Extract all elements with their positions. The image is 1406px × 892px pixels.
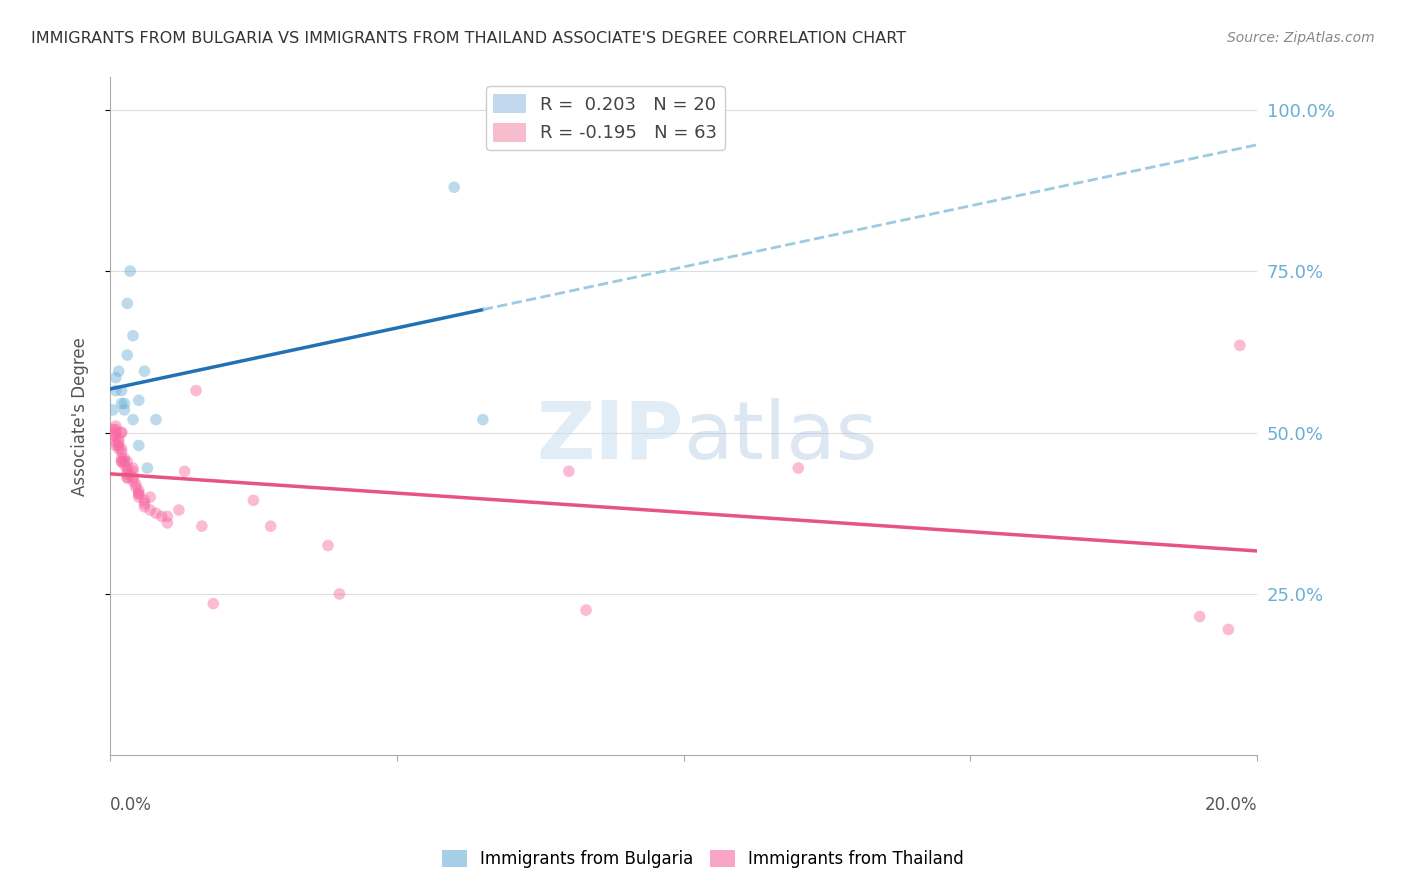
Point [117,471,139,485]
Point [316,539,339,553]
Point [120,467,142,482]
Point [122,471,145,485]
Point [112,403,135,417]
Point [125,477,148,491]
Point [104,435,127,450]
Point [104,438,127,452]
Point [136,461,159,475]
Point [122,412,145,426]
Point [202,597,225,611]
Point [110,396,132,410]
Point [156,509,179,524]
Point [112,451,135,466]
Point [558,464,581,478]
Point [1218,623,1240,637]
Point [104,384,127,398]
Point [471,412,494,426]
Point [122,464,145,478]
Point [139,490,162,504]
Point [117,348,139,362]
Point [117,296,139,310]
Point [110,425,132,440]
Point [134,493,156,508]
Point [104,370,127,384]
Text: Source: ZipAtlas.com: Source: ZipAtlas.com [1227,31,1375,45]
Point [167,503,190,517]
Point [575,603,598,617]
Point [107,364,129,378]
Point [117,471,139,485]
Point [117,454,139,468]
Point [328,587,350,601]
Point [122,461,145,475]
Point [112,458,135,472]
Point [128,490,150,504]
Text: IMMIGRANTS FROM BULGARIA VS IMMIGRANTS FROM THAILAND ASSOCIATE'S DEGREE CORRELAT: IMMIGRANTS FROM BULGARIA VS IMMIGRANTS F… [31,31,905,46]
Text: ZIP: ZIP [536,398,683,475]
Point [110,445,132,459]
Point [128,483,150,498]
Point [112,454,135,468]
Point [134,364,156,378]
Point [110,454,132,468]
Text: 20.0%: 20.0% [1205,796,1257,814]
Point [128,487,150,501]
Point [107,432,129,446]
Point [101,403,124,417]
Y-axis label: Associate's Degree: Associate's Degree [72,337,89,496]
Point [110,384,132,398]
Point [191,519,214,533]
Point [107,442,129,456]
Legend: R =  0.203   N = 20, R = -0.195   N = 63: R = 0.203 N = 20, R = -0.195 N = 63 [486,87,724,150]
Point [110,425,132,440]
Point [117,464,139,478]
Text: 0.0%: 0.0% [110,796,152,814]
Point [101,429,124,443]
Point [184,384,207,398]
Point [110,454,132,468]
Point [242,493,264,508]
Point [150,509,173,524]
Point [145,506,167,520]
Point [134,500,156,514]
Point [156,516,179,530]
Point [1229,338,1251,352]
Point [101,422,124,436]
Point [787,461,810,475]
Point [128,393,150,408]
Point [134,497,156,511]
Point [173,464,195,478]
Point [259,519,281,533]
Point [139,503,162,517]
Point [122,474,145,488]
Point [104,429,127,443]
Point [443,180,465,194]
Point [122,328,145,343]
Point [117,467,139,482]
Point [145,412,167,426]
Point [104,425,127,440]
Point [107,435,129,450]
Point [117,461,139,475]
Point [104,419,127,434]
Point [110,442,132,456]
Point [1188,609,1211,624]
Point [110,451,132,466]
Point [125,480,148,494]
Point [128,438,150,452]
Point [128,487,150,501]
Text: atlas: atlas [683,398,877,475]
Point [104,422,127,436]
Point [120,264,142,278]
Point [112,396,135,410]
Legend: Immigrants from Bulgaria, Immigrants from Thailand: Immigrants from Bulgaria, Immigrants fro… [436,843,970,875]
Point [107,438,129,452]
